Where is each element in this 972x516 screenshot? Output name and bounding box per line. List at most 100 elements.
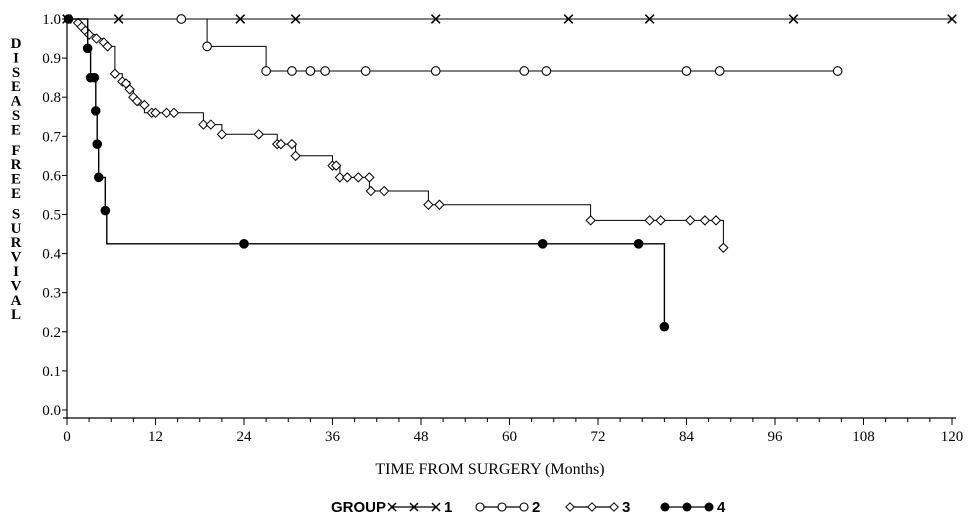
filled-circle-marker: [537, 239, 548, 249]
open-diamond-marker: [434, 199, 445, 210]
series-group-3: [67, 17, 729, 253]
y-tick-label: 0.0: [42, 403, 61, 419]
open-diamond-marker: [286, 138, 298, 150]
open-diamond-marker: [710, 215, 722, 226]
legend-item-3: 3: [565, 499, 630, 516]
legend-item-4: 4: [660, 499, 726, 516]
x-marker: [563, 14, 574, 24]
series-group-4: [63, 14, 670, 332]
filled-circle-marker: [660, 502, 670, 512]
open-circle-marker: [305, 66, 316, 76]
series-layer: [62, 14, 957, 332]
plot-axes: [63, 15, 956, 419]
series-2-line: [67, 18, 838, 72]
open-circle-marker: [475, 502, 485, 512]
y-tick-label: 0.3: [42, 286, 61, 302]
y-tick-label: 0.5: [42, 208, 61, 224]
x-tick-label: 36: [325, 429, 341, 445]
y-tick-label: 0.8: [42, 90, 61, 106]
x-axis-ticks: 0 12 24 36 48 60 72 84 96 108 120: [63, 418, 963, 445]
open-circle-marker: [176, 14, 187, 24]
x-marker: [387, 502, 397, 512]
open-diamond-marker: [655, 215, 666, 226]
open-diamond-marker: [718, 242, 729, 253]
filled-circle-marker: [659, 321, 670, 332]
legend-title: GROUP: [331, 499, 386, 516]
open-circle-marker: [261, 66, 271, 76]
x-tick-label: 48: [414, 429, 429, 445]
open-diamond-marker: [290, 150, 301, 162]
x-marker: [409, 502, 419, 512]
y-tick-label: 0.6: [42, 168, 61, 184]
filled-circle-marker: [633, 239, 644, 249]
open-circle-marker: [714, 66, 725, 76]
filled-circle-marker: [682, 502, 692, 512]
open-diamond-marker: [334, 172, 346, 183]
open-circle-marker: [519, 66, 530, 76]
open-circle-marker: [681, 66, 692, 76]
legend-label: 1: [444, 499, 452, 516]
legend-label: 2: [532, 499, 540, 516]
open-circle-marker: [430, 66, 441, 76]
open-diamond-marker: [205, 119, 217, 130]
open-circle-marker: [202, 41, 212, 52]
x-marker: [644, 14, 655, 24]
filled-circle-marker: [90, 106, 101, 116]
x-tick-label: 72: [591, 429, 606, 445]
y-tick-label: 1.0: [42, 12, 61, 28]
open-diamond-marker: [699, 215, 711, 226]
open-circle-marker: [320, 66, 330, 76]
series-group-1: [62, 14, 957, 24]
open-circle-marker: [519, 502, 529, 512]
open-diamond-marker: [131, 95, 143, 107]
open-diamond-marker: [684, 215, 696, 226]
x-tick-label: 24: [237, 429, 253, 445]
open-diamond-marker: [102, 41, 113, 52]
y-tick-label: 0.1: [42, 364, 61, 380]
open-circle-marker: [541, 66, 552, 76]
x-marker: [947, 14, 957, 24]
y-tick-label: 0.2: [42, 325, 61, 341]
open-circle-marker: [497, 502, 507, 512]
filled-circle-marker: [93, 172, 104, 183]
x-tick-label: 96: [768, 429, 784, 445]
filled-circle-marker: [92, 139, 103, 149]
open-diamond-marker: [216, 129, 228, 140]
open-diamond-marker: [565, 502, 575, 512]
series-4-line: [67, 18, 666, 327]
x-marker: [430, 14, 441, 24]
open-diamond-marker: [161, 107, 172, 119]
open-diamond-marker: [378, 185, 390, 197]
x-axis-title: TIME FROM SURGERY (Months): [375, 461, 604, 478]
open-diamond-marker: [139, 99, 150, 111]
filled-circle-marker: [100, 205, 111, 216]
x-tick-label: 12: [148, 429, 163, 445]
open-diamond-marker: [109, 68, 121, 79]
open-diamond-marker: [609, 502, 619, 512]
x-marker: [788, 14, 799, 24]
open-diamond-marker: [198, 119, 209, 130]
filled-circle-marker: [82, 43, 93, 54]
open-diamond-marker: [83, 29, 95, 40]
open-diamond-marker: [585, 215, 596, 226]
y-tick-label: 0.9: [42, 51, 61, 67]
x-marker: [431, 502, 441, 512]
y-axis-ticks: 0.0 0.1 0.2 0.3 0.4 0.5 0.6 0.7 0.8 0.9 1.0: [42, 12, 67, 419]
open-diamond-marker: [364, 172, 375, 183]
filled-circle-marker: [704, 502, 714, 512]
legend-label: 4: [717, 499, 726, 516]
open-diamond-marker: [342, 172, 353, 183]
series-group-2: [67, 14, 843, 76]
x-tick-label: 60: [502, 429, 517, 445]
legend-label: 3: [622, 499, 630, 516]
legend-item-1: 1: [387, 499, 452, 516]
open-circle-marker: [832, 66, 843, 76]
legend: GROUP 1 2 3 4: [331, 499, 726, 516]
y-tick-label: 0.7: [42, 129, 61, 145]
filled-circle-marker: [239, 239, 249, 249]
open-diamond-marker: [644, 215, 655, 226]
series-3-line: [67, 18, 724, 248]
open-diamond-marker: [91, 33, 102, 44]
